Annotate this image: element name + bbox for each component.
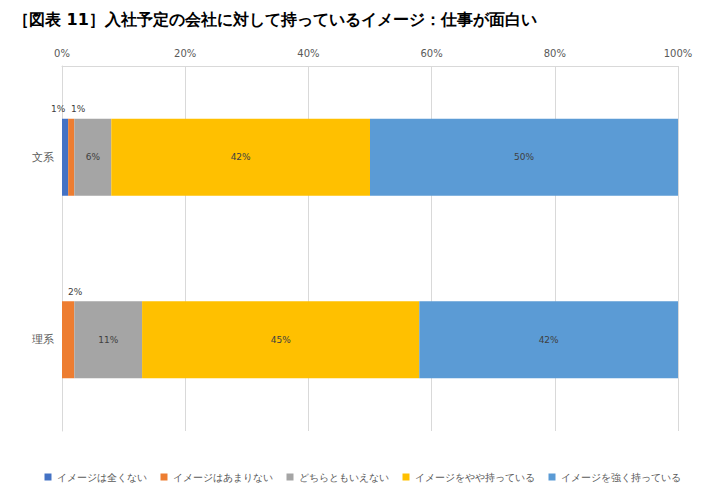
svg-text:45%: 45%	[271, 335, 291, 345]
svg-text:イメージはあまりない: イメージはあまりない	[173, 472, 273, 483]
svg-text:どちらともいえない: どちらともいえない	[299, 472, 389, 483]
svg-text:［図表 11］入社予定の会社に対して持っているイメージ：仕事: ［図表 11］入社予定の会社に対して持っているイメージ：仕事が面白い	[13, 10, 537, 29]
svg-text:42%: 42%	[539, 335, 559, 345]
svg-text:イメージは全くない: イメージは全くない	[57, 472, 147, 483]
svg-text:2%: 2%	[68, 287, 83, 297]
svg-text:0%: 0%	[54, 48, 70, 59]
svg-text:1%: 1%	[51, 104, 66, 114]
svg-text:11%: 11%	[98, 335, 118, 345]
svg-text:50%: 50%	[514, 152, 534, 162]
svg-text:イメージをやや持っている: イメージをやや持っている	[415, 472, 535, 483]
svg-text:40%: 40%	[297, 48, 319, 59]
svg-text:理系: 理系	[32, 333, 54, 346]
svg-text:6%: 6%	[86, 152, 101, 162]
svg-text:100%: 100%	[664, 48, 693, 59]
svg-text:イメージを強く持っている: イメージを強く持っている	[561, 472, 681, 483]
svg-text:1%: 1%	[71, 104, 86, 114]
svg-text:42%: 42%	[231, 152, 251, 162]
svg-text:80%: 80%	[544, 48, 566, 59]
svg-text:60%: 60%	[420, 48, 442, 59]
svg-text:文系: 文系	[32, 151, 54, 164]
svg-text:20%: 20%	[174, 48, 196, 59]
